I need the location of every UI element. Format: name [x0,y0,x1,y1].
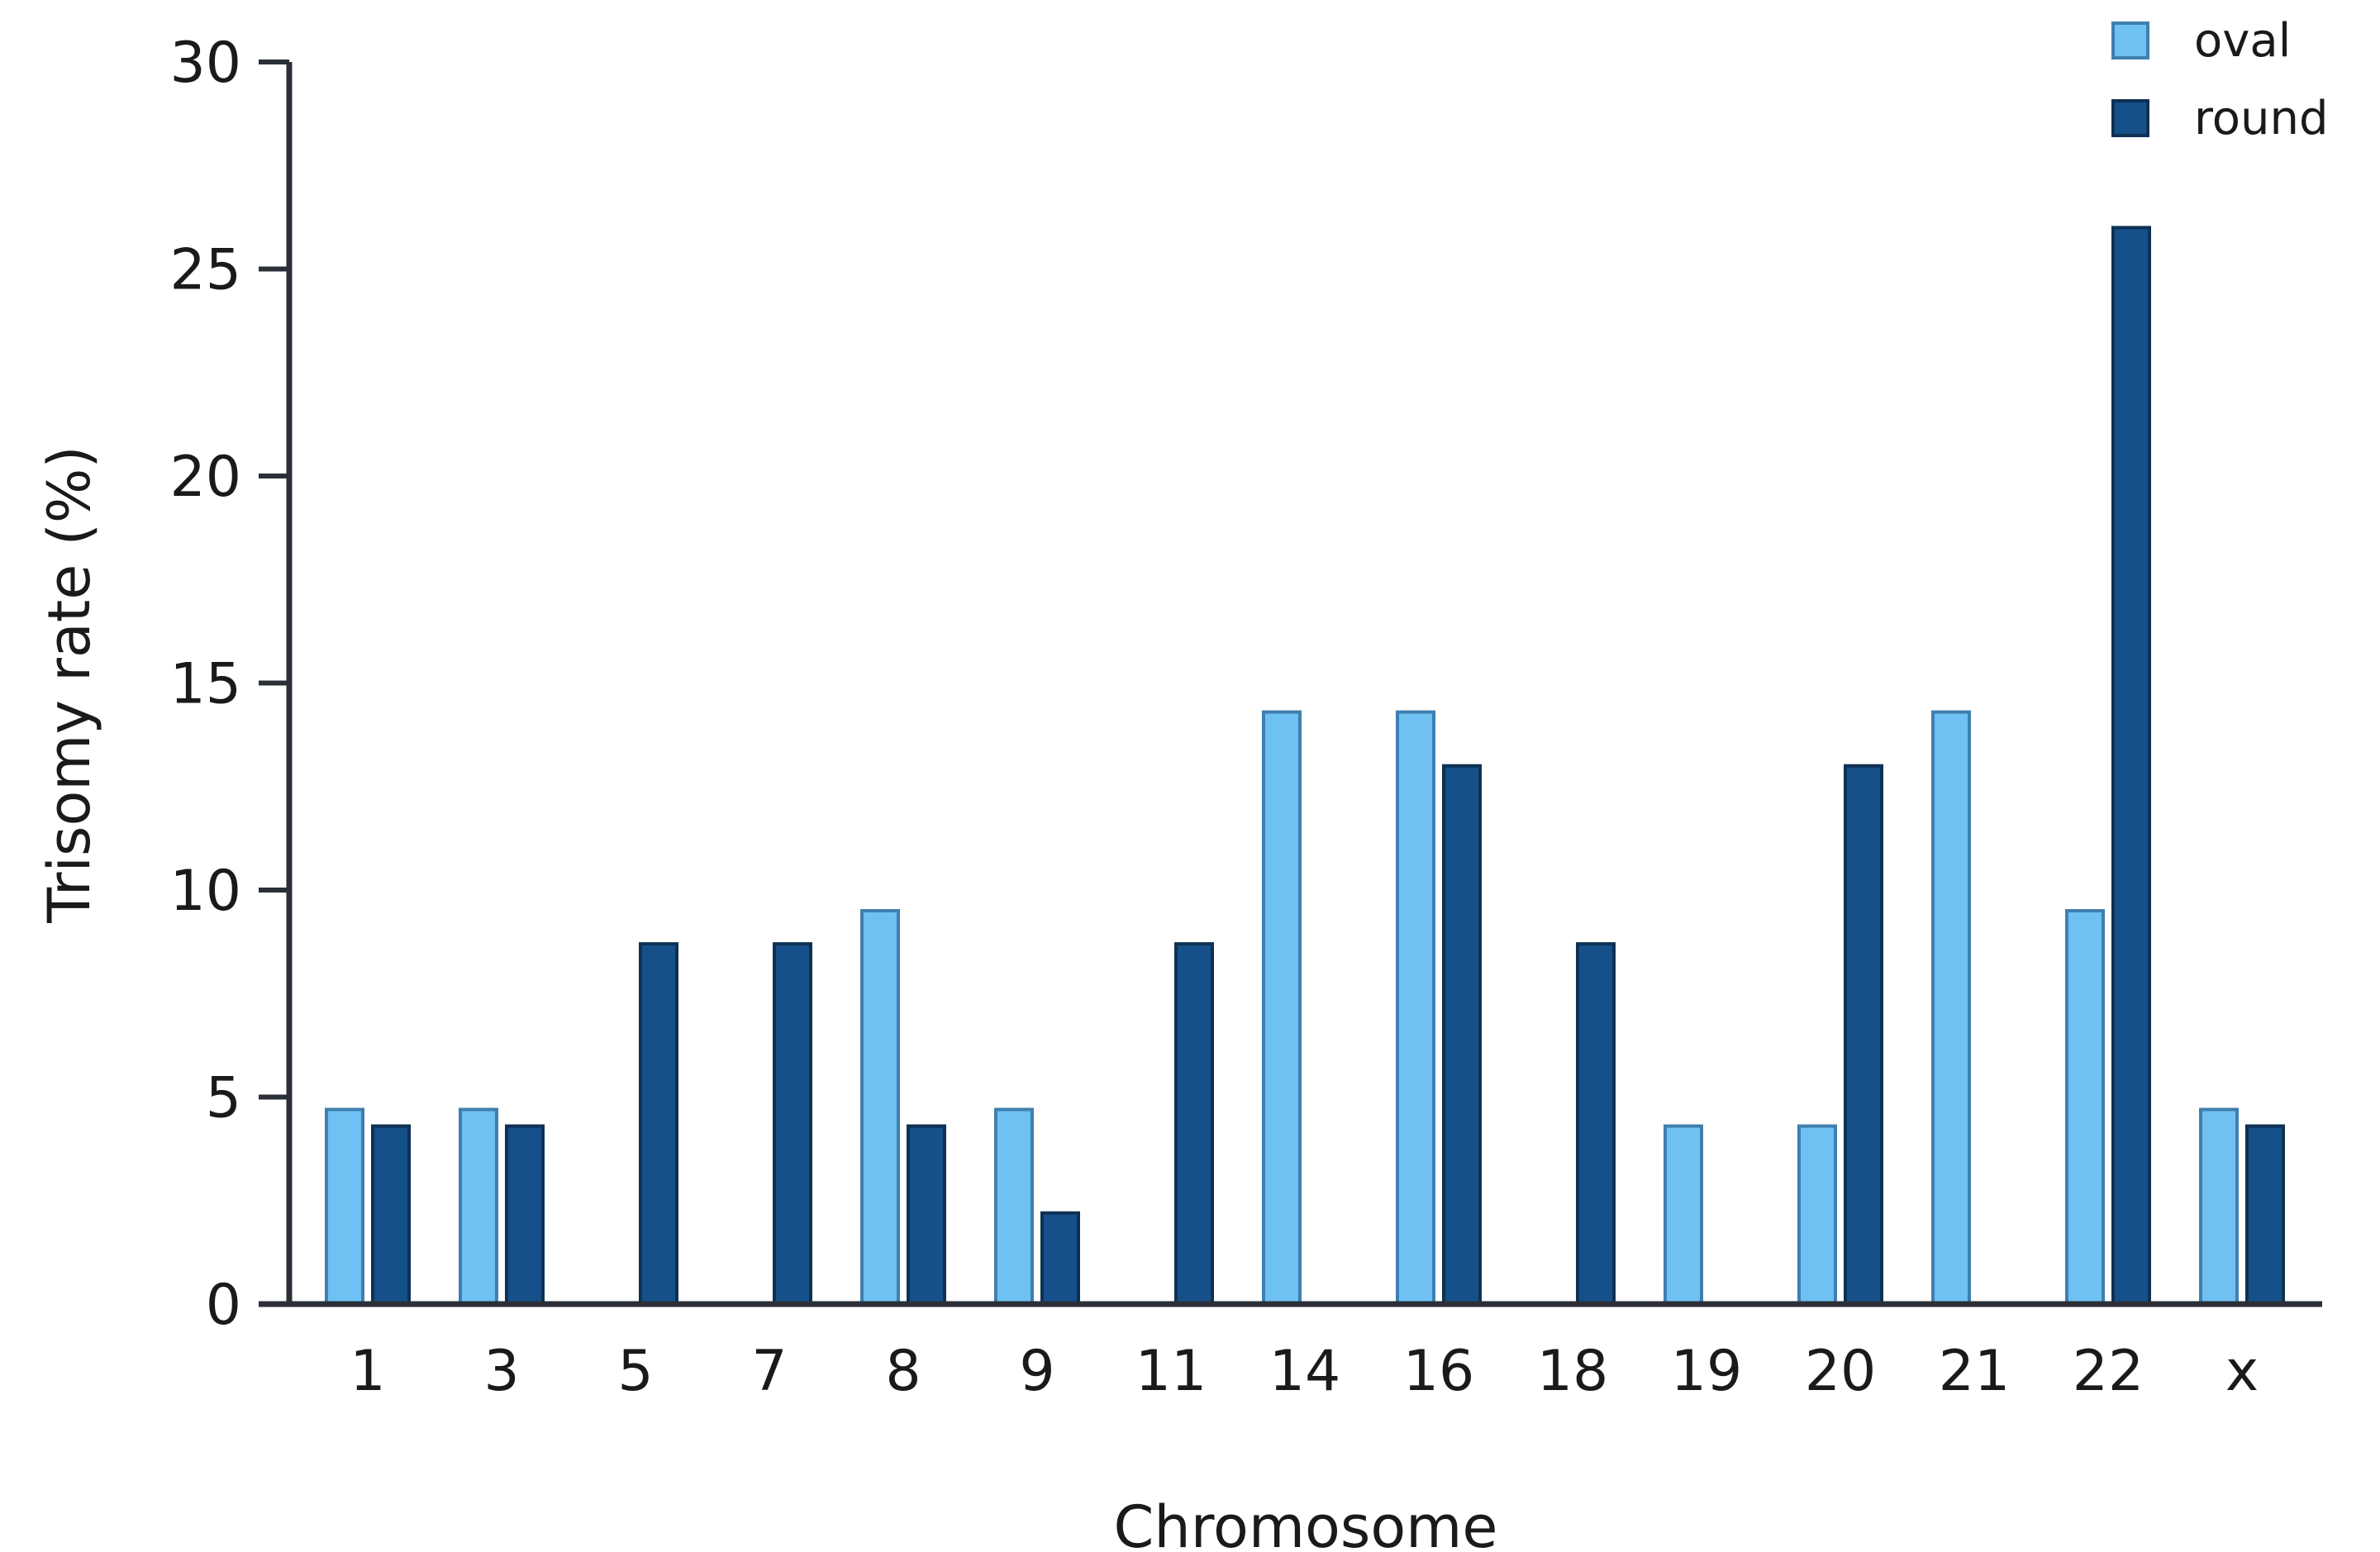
bar-oval-chr-21 [1931,710,1971,1306]
bar-round-chr-7 [773,942,812,1306]
bar-oval-chr-8 [860,909,900,1307]
legend-label-oval: oval [2194,14,2291,68]
x-tick-label-19: 19 [1671,1339,1743,1404]
bar-round-chr-16 [1442,764,1482,1306]
x-tick-label-14: 14 [1269,1339,1341,1404]
x-tick-label-9: 9 [1019,1339,1054,1404]
y-tick-label-15: 15 [169,652,241,717]
bar-round-chr-11 [1174,942,1214,1306]
x-tick-label-8: 8 [885,1339,921,1404]
bar-oval-chr-19 [1664,1124,1703,1306]
bar-round-chr-20 [1844,764,1883,1306]
bar-oval-chr-1 [325,1107,364,1307]
bar-oval-chr-22 [2065,909,2105,1307]
y-tick-label-30: 30 [169,31,241,96]
bar-round-chr-5 [639,942,678,1306]
bar-round-chr-8 [907,1124,946,1306]
x-tick-label-22: 22 [2073,1339,2144,1404]
y-axis-title: Trisomy rate (%) [36,445,103,923]
x-tick-label-7: 7 [751,1339,787,1404]
bar-round-chr-x [2245,1124,2285,1306]
x-tick-label-11: 11 [1135,1339,1207,1404]
bars-group [325,226,2285,1307]
x-tick-label-5: 5 [617,1339,653,1404]
x-tick-label-21: 21 [1939,1339,2011,1404]
bar-oval-chr-20 [1797,1124,1837,1306]
bar-oval-chr-9 [994,1107,1034,1307]
legend-swatch-round [2111,99,2149,137]
x-tick-label-1: 1 [350,1339,385,1404]
x-tick-label-18: 18 [1537,1339,1609,1404]
bar-round-chr-9 [1040,1211,1080,1307]
bar-round-chr-1 [371,1124,411,1306]
bar-oval-chr-x [2199,1107,2239,1307]
bar-round-chr-18 [1576,942,1616,1306]
y-tick-label-0: 0 [206,1273,241,1338]
x-ticks-group: 1 3 5 7 8 9 11 14 16 18 19 20 21 22 x [350,1339,2259,1404]
x-tick-label-3: 3 [483,1339,519,1404]
y-tick-label-20: 20 [169,445,241,510]
y-tick-label-10: 10 [169,859,241,924]
bar-oval-chr-16 [1396,710,1435,1306]
bar-round-chr-22 [2111,226,2151,1306]
y-tick-label-25: 25 [169,238,241,303]
bar-oval-chr-14 [1262,710,1302,1306]
y-tick-label-5: 5 [206,1066,241,1131]
x-tick-label-x: x [2225,1339,2259,1404]
x-axis-title: Chromosome [1114,1493,1498,1552]
x-tick-label-16: 16 [1403,1339,1475,1404]
bar-oval-chr-3 [459,1107,498,1307]
legend-swatch-oval [2111,21,2149,60]
bar-round-chr-3 [505,1124,545,1306]
legend: oval round [2111,14,2329,145]
legend-label-round: round [2194,92,2329,145]
y-ticks-group: 0 5 10 15 20 25 30 [169,31,289,1338]
x-tick-label-20: 20 [1805,1339,1877,1404]
